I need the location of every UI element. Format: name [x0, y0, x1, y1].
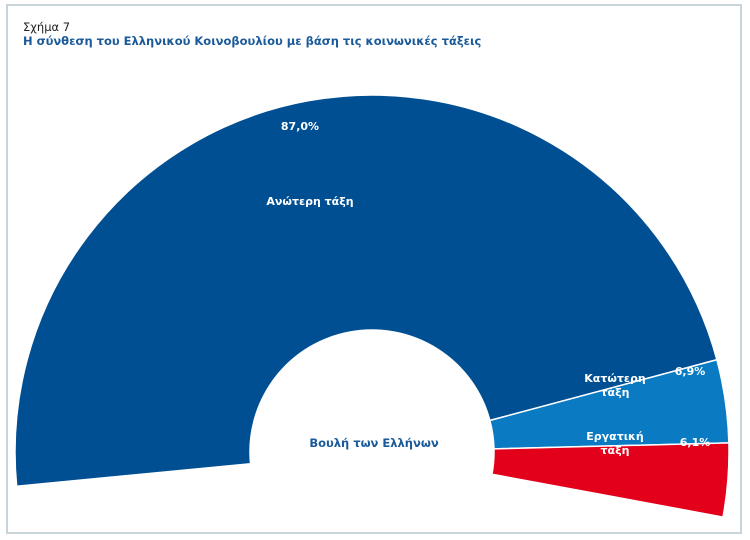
slice-label-line: τάξη	[601, 444, 630, 457]
slice-1	[14, 94, 718, 488]
center-label: Βουλή των Ελλήνων	[309, 436, 438, 450]
slice-value-label: 6,9%	[675, 365, 706, 378]
slice-label-line: Εργατική	[586, 430, 643, 443]
slice-label: Ανώτερη τάξη	[266, 195, 353, 208]
slice-3	[491, 442, 730, 518]
figure-label: Σχήμα 7	[23, 20, 71, 34]
chart-frame	[6, 4, 742, 534]
slice-label-line: Ανώτερη τάξη	[266, 195, 353, 208]
slice-label: Εργατική τάξη	[586, 430, 643, 457]
slice-value-label: 87,0%	[281, 120, 319, 133]
slice-label-line: τάξη	[601, 386, 630, 399]
slice-label: Κατώτερη τάξη	[584, 372, 646, 399]
slice-label-line: Κατώτερη	[584, 372, 646, 385]
slice-value-label: 6,1%	[680, 436, 711, 449]
chart-title: Η σύνθεση του Ελληνικού Κοινοβουλίου με …	[23, 34, 482, 48]
